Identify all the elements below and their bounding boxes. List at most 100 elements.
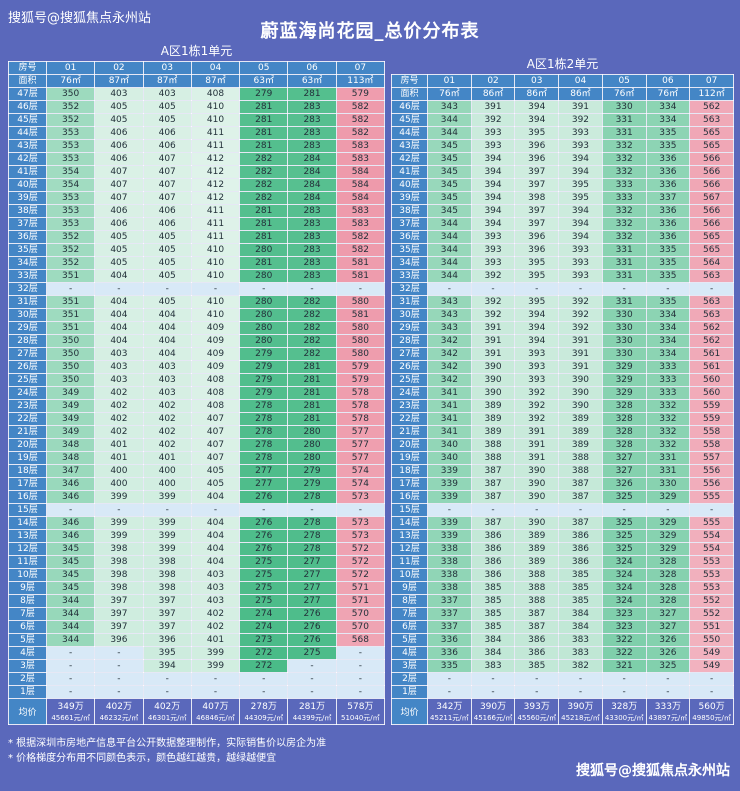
- price-cell: 391: [558, 334, 603, 348]
- price-cell: 278: [239, 451, 289, 465]
- price-cell: 399: [94, 529, 144, 543]
- price-cell: 383: [558, 646, 603, 660]
- price-cell: 335: [645, 295, 691, 309]
- price-cell: 403: [190, 581, 241, 595]
- price-cell: 402: [94, 399, 144, 413]
- price-cell: 344: [45, 594, 96, 608]
- price-cell: 581: [335, 308, 386, 322]
- price-cell: 394: [514, 321, 560, 335]
- price-cell: 282: [287, 295, 337, 309]
- floor-label: 4层: [8, 646, 47, 660]
- floor-label: 44层: [391, 126, 428, 140]
- price-cell: 583: [335, 152, 386, 166]
- area-header: 面积: [391, 87, 428, 101]
- price-cell: 405: [190, 464, 241, 478]
- price-cell: 348: [45, 438, 96, 452]
- price-cell: 566: [689, 178, 734, 192]
- price-cell: 391: [514, 425, 560, 439]
- price-cell: 397: [514, 204, 560, 218]
- price-cell: 402: [142, 399, 192, 413]
- price-cell: 405: [142, 230, 192, 244]
- price-cell: 386: [558, 529, 603, 543]
- price-cell: 342: [427, 373, 472, 387]
- price-cell: 344: [427, 256, 472, 270]
- price-cell: 339: [427, 529, 472, 543]
- price-cell: 405: [142, 295, 192, 309]
- price-cell: 571: [335, 581, 386, 595]
- column-header: 06: [645, 74, 691, 88]
- price-cell: 395: [142, 646, 192, 660]
- floor-label: 10层: [8, 568, 47, 582]
- sohu-account-top: 搜狐号@搜狐焦点永州站: [8, 11, 152, 26]
- price-cell: 327: [645, 620, 691, 634]
- floor-label: 43层: [391, 139, 428, 153]
- price-cell: 389: [470, 399, 516, 413]
- price-cell: -: [94, 646, 144, 660]
- price-cell: 383: [558, 633, 603, 647]
- column-header: 07: [335, 61, 386, 75]
- area-value: 87㎡: [142, 74, 192, 88]
- price-cell: 344: [427, 217, 472, 231]
- price-cell: 280: [239, 243, 289, 257]
- price-cell: 403: [142, 373, 192, 387]
- price-cell: 324: [601, 581, 647, 595]
- price-cell: 403: [190, 568, 241, 582]
- price-cell: 581: [335, 269, 386, 283]
- price-cell: 563: [689, 308, 734, 322]
- price-cell: 391: [470, 347, 516, 361]
- floor-label: 20层: [8, 438, 47, 452]
- price-cell: 394: [470, 165, 516, 179]
- price-cell: 398: [94, 568, 144, 582]
- floor-label: 27层: [391, 347, 428, 361]
- price-cell: 391: [514, 438, 560, 452]
- price-cell: 583: [335, 139, 386, 153]
- price-cell: -: [514, 685, 560, 699]
- avg-total-price: 342万: [436, 701, 463, 712]
- price-cell: 282: [287, 321, 337, 335]
- price-cell: -: [335, 503, 386, 517]
- price-cell: 393: [514, 373, 560, 387]
- avg-unit-price: 44399元/㎡: [292, 713, 332, 722]
- price-cell: 399: [94, 490, 144, 504]
- floor-label: 31层: [8, 295, 47, 309]
- price-cell: 283: [287, 100, 337, 114]
- price-cell: 274: [239, 620, 289, 634]
- price-cell: 344: [427, 113, 472, 127]
- price-cell: -: [94, 503, 144, 517]
- price-cell: -: [45, 685, 96, 699]
- price-cell: 335: [645, 139, 691, 153]
- avg-price-cell: 560万 49850元/㎡: [689, 698, 734, 725]
- avg-total-price: 328万: [611, 701, 638, 712]
- price-cell: 349: [45, 425, 96, 439]
- price-cell: 343: [427, 321, 472, 335]
- price-cell: 402: [142, 412, 192, 426]
- price-cell: 283: [287, 256, 337, 270]
- price-cell: 332: [645, 399, 691, 413]
- floor-label: 24层: [8, 386, 47, 400]
- price-cell: 395: [514, 256, 560, 270]
- price-cell: 407: [190, 438, 241, 452]
- price-cell: -: [94, 659, 144, 673]
- price-cell: 392: [470, 269, 516, 283]
- floor-label: 39层: [391, 191, 428, 205]
- price-cell: 396: [94, 633, 144, 647]
- price-cell: 404: [142, 334, 192, 348]
- avg-price-cell: 407万 46846元/㎡: [190, 698, 241, 725]
- price-cell: 279: [287, 464, 337, 478]
- price-cell: 578: [335, 386, 386, 400]
- price-cell: 573: [335, 490, 386, 504]
- price-cell: 384: [558, 607, 603, 621]
- price-cell: 345: [45, 542, 96, 556]
- price-cell: 392: [514, 386, 560, 400]
- price-cell: 281: [287, 87, 337, 101]
- avg-price-cell: 402万 46301元/㎡: [142, 698, 192, 725]
- avg-label: 均价: [8, 698, 47, 725]
- price-cell: 558: [689, 425, 734, 439]
- floor-label: 4层: [391, 646, 428, 660]
- price-cell: 403: [190, 594, 241, 608]
- price-cell: 353: [45, 191, 96, 205]
- price-cell: 386: [470, 529, 516, 543]
- price-cell: 412: [190, 178, 241, 192]
- price-cell: -: [645, 282, 691, 296]
